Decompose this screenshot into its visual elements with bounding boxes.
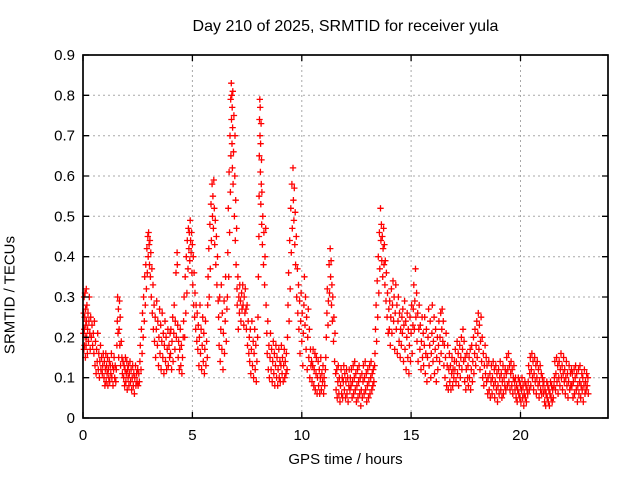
grid-lines — [83, 55, 608, 418]
plot-border — [82, 54, 609, 419]
svg-text:0.9: 0.9 — [54, 47, 75, 64]
svg-text:0.8: 0.8 — [54, 87, 75, 104]
chart-title: Day 210 of 2025, SRMTID for receiver yul… — [192, 18, 499, 35]
svg-text:0.2: 0.2 — [54, 329, 75, 346]
svg-text:0.5: 0.5 — [54, 208, 75, 225]
svg-text:0: 0 — [67, 410, 75, 427]
svg-text:0.3: 0.3 — [54, 289, 75, 306]
svg-text:20: 20 — [512, 427, 529, 444]
svg-text:0.4: 0.4 — [54, 249, 75, 266]
x-axis-label: GPS time / hours — [288, 451, 403, 468]
svg-text:5: 5 — [188, 427, 196, 444]
svg-text:0.6: 0.6 — [54, 168, 75, 185]
svg-text:10: 10 — [293, 427, 310, 444]
svg-text:0.7: 0.7 — [54, 128, 75, 145]
svg-text:0: 0 — [79, 427, 87, 444]
svg-text:0.1: 0.1 — [54, 370, 75, 387]
svg-text:15: 15 — [403, 427, 420, 444]
data-points — [80, 80, 592, 410]
tick-labels: 0 0.1 0.2 0.3 0.4 0.5 0.6 0.7 0.8 0.9 0 5 10 15 20 — [54, 47, 529, 444]
